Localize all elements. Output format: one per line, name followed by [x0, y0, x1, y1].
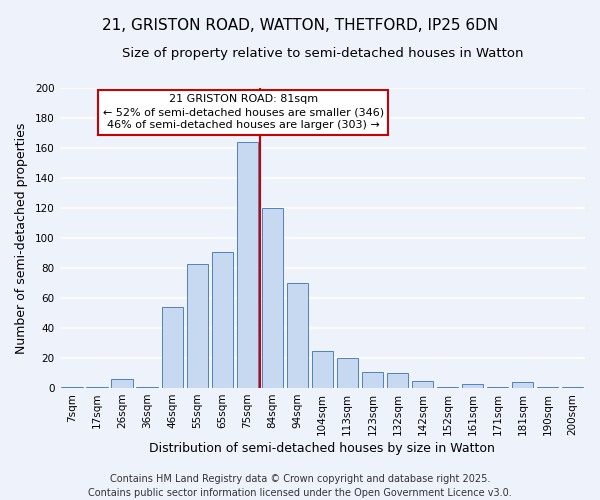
Bar	[212, 252, 233, 388]
Bar	[112, 379, 133, 388]
Title: Size of property relative to semi-detached houses in Watton: Size of property relative to semi-detach…	[122, 48, 523, 60]
Bar	[262, 208, 283, 388]
Bar	[412, 380, 433, 388]
Bar	[512, 382, 533, 388]
Bar	[537, 386, 558, 388]
Bar	[61, 386, 83, 388]
Bar	[86, 386, 108, 388]
Bar	[562, 386, 583, 388]
Y-axis label: Number of semi-detached properties: Number of semi-detached properties	[15, 122, 28, 354]
Bar	[136, 386, 158, 388]
Bar	[362, 372, 383, 388]
Bar	[187, 264, 208, 388]
Text: Contains HM Land Registry data © Crown copyright and database right 2025.
Contai: Contains HM Land Registry data © Crown c…	[88, 474, 512, 498]
Bar	[161, 307, 183, 388]
Bar	[337, 358, 358, 388]
X-axis label: Distribution of semi-detached houses by size in Watton: Distribution of semi-detached houses by …	[149, 442, 495, 455]
Bar	[236, 142, 258, 388]
Bar	[387, 373, 408, 388]
Bar	[437, 386, 458, 388]
Bar	[487, 386, 508, 388]
Text: 21, GRISTON ROAD, WATTON, THETFORD, IP25 6DN: 21, GRISTON ROAD, WATTON, THETFORD, IP25…	[102, 18, 498, 32]
Bar	[287, 283, 308, 388]
Text: 21 GRISTON ROAD: 81sqm
← 52% of semi-detached houses are smaller (346)
46% of se: 21 GRISTON ROAD: 81sqm ← 52% of semi-det…	[103, 94, 384, 130]
Bar	[462, 384, 483, 388]
Bar	[311, 350, 333, 388]
